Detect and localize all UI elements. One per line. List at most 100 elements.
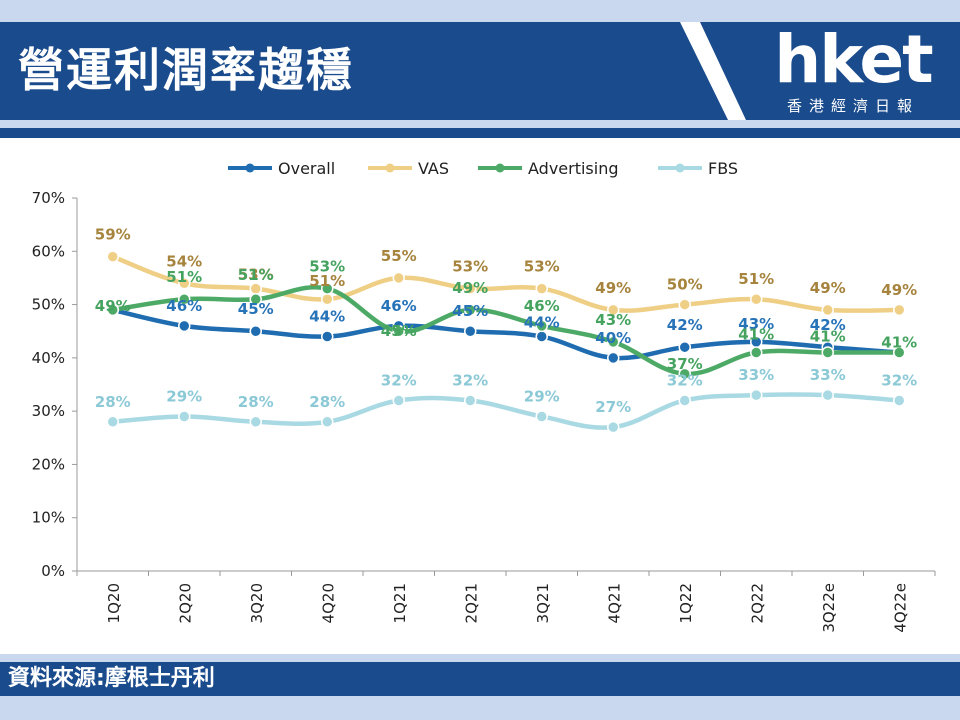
data-label-vas: 55%	[381, 247, 417, 265]
data-label-advertising: 45%	[381, 322, 417, 340]
data-point-overall	[607, 351, 620, 365]
x-tick-label: 2Q22	[748, 583, 766, 623]
data-point-overall	[321, 330, 334, 343]
x-tick-label: 4Q22e	[891, 583, 909, 633]
y-tick-label: 60%	[32, 242, 65, 260]
y-tick-label: 20%	[32, 455, 65, 473]
data-label-advertising: 41%	[881, 334, 917, 352]
data-label-vas: 54%	[166, 252, 202, 270]
data-label-advertising: 51%	[166, 268, 202, 286]
data-label-advertising: 46%	[524, 297, 560, 315]
data-point-advertising	[821, 346, 834, 359]
data-label-overall: 45%	[238, 300, 274, 318]
data-point-vas	[821, 303, 834, 317]
legend-label-advertising: Advertising	[528, 159, 619, 178]
data-point-overall	[678, 340, 691, 354]
data-point-vas	[893, 303, 906, 317]
y-tick-label: 50%	[32, 296, 65, 314]
logo-panel	[680, 22, 960, 120]
data-label-advertising: 41%	[738, 326, 774, 344]
data-label-overall: 46%	[381, 297, 417, 315]
x-tick-label: 3Q20	[248, 583, 266, 623]
y-tick-label: 0%	[41, 562, 65, 580]
y-tick-label: 10%	[32, 509, 65, 527]
legend-label-vas: VAS	[418, 159, 449, 178]
data-point-fbs	[106, 415, 119, 429]
series-line-vas	[110, 254, 902, 314]
legend-marker-fbs	[675, 163, 685, 173]
data-point-fbs	[178, 410, 191, 423]
data-label-vas: 53%	[238, 266, 274, 284]
data-label-overall: 44%	[524, 314, 560, 332]
data-label-overall: 40%	[595, 329, 631, 347]
data-point-fbs	[392, 394, 405, 407]
data-point-fbs	[464, 394, 477, 407]
data-point-advertising	[893, 346, 906, 359]
data-label-vas: 51%	[309, 272, 345, 290]
chart-points	[106, 250, 906, 434]
data-label-advertising: 49%	[95, 297, 131, 315]
x-tick-label: 4Q20	[319, 583, 337, 623]
divider-strip	[0, 120, 960, 128]
data-point-overall	[464, 324, 477, 338]
data-point-advertising	[750, 346, 763, 359]
chart-axes: 0% 10% 20% 30% 40% 50% 60% 70% 1Q20 2Q20 3Q20 4Q20 1…	[32, 189, 936, 633]
footer-strip	[0, 654, 960, 662]
y-tick-label: 30%	[32, 402, 65, 420]
data-label-overall: 42%	[667, 316, 703, 334]
data-label-fbs: 32%	[881, 371, 917, 389]
data-label-vas: 51%	[738, 270, 774, 288]
x-tick-label: 1Q20	[105, 583, 123, 623]
data-point-fbs	[678, 394, 691, 407]
data-label-vas: 49%	[881, 281, 917, 299]
data-point-vas	[178, 277, 191, 290]
x-tick-label: 3Q22e	[820, 583, 838, 633]
data-point-vas	[106, 250, 119, 263]
chart-legend: Overall VAS Advertising FBS	[228, 159, 738, 178]
data-point-vas	[750, 292, 763, 306]
data-point-overall	[178, 319, 191, 333]
y-tick-label: 70%	[32, 189, 65, 207]
data-point-overall	[535, 330, 548, 343]
data-label-fbs: 32%	[381, 371, 417, 389]
legend-marker-advertising	[495, 163, 505, 173]
data-point-fbs	[607, 420, 620, 434]
divider-bar	[0, 128, 960, 138]
x-tick-label: 2Q20	[176, 583, 194, 623]
data-label-vas: 53%	[524, 258, 560, 276]
data-label-overall: 43%	[738, 315, 774, 333]
data-label-advertising: 41%	[810, 328, 846, 346]
data-point-advertising	[249, 292, 262, 306]
data-label-overall: 42%	[810, 316, 846, 334]
data-label-overall: 44%	[309, 308, 345, 326]
hket-logo-subtitle: 香港經濟日報	[786, 97, 919, 115]
data-label-fbs: 33%	[738, 366, 774, 384]
data-point-fbs	[750, 388, 763, 402]
x-tick-label: 3Q21	[534, 583, 552, 623]
data-point-fbs	[821, 388, 834, 402]
data-label-advertising: 49%	[452, 279, 488, 297]
data-label-fbs: 33%	[810, 366, 846, 384]
data-label-fbs: 29%	[524, 387, 560, 405]
data-point-vas	[607, 303, 620, 317]
data-label-overall: 45%	[452, 302, 488, 320]
data-point-fbs	[249, 415, 262, 429]
data-point-advertising	[678, 367, 691, 381]
legend-marker-overall	[245, 163, 255, 173]
data-label-advertising: 53%	[309, 258, 345, 276]
series-line-overall	[110, 307, 902, 361]
data-point-advertising	[106, 303, 119, 317]
x-tick-label: 1Q21	[391, 583, 409, 623]
data-label-fbs: 28%	[238, 393, 274, 411]
data-point-advertising	[464, 303, 477, 317]
data-label-vas: 50%	[667, 276, 703, 294]
hket-logo: hket	[774, 21, 933, 98]
page-title: 營運利潤率趨穩	[18, 43, 354, 97]
data-point-vas	[464, 282, 477, 295]
data-label-fbs: 32%	[667, 371, 703, 389]
margin-trend-chart: Overall VAS Advertising FBS 0% 10% 20% 30% 40% 5…	[32, 159, 936, 633]
top-strip	[0, 0, 960, 22]
series-line-fbs	[110, 392, 902, 430]
legend-marker-vas	[385, 163, 395, 173]
x-tick-label: 2Q21	[462, 583, 480, 623]
